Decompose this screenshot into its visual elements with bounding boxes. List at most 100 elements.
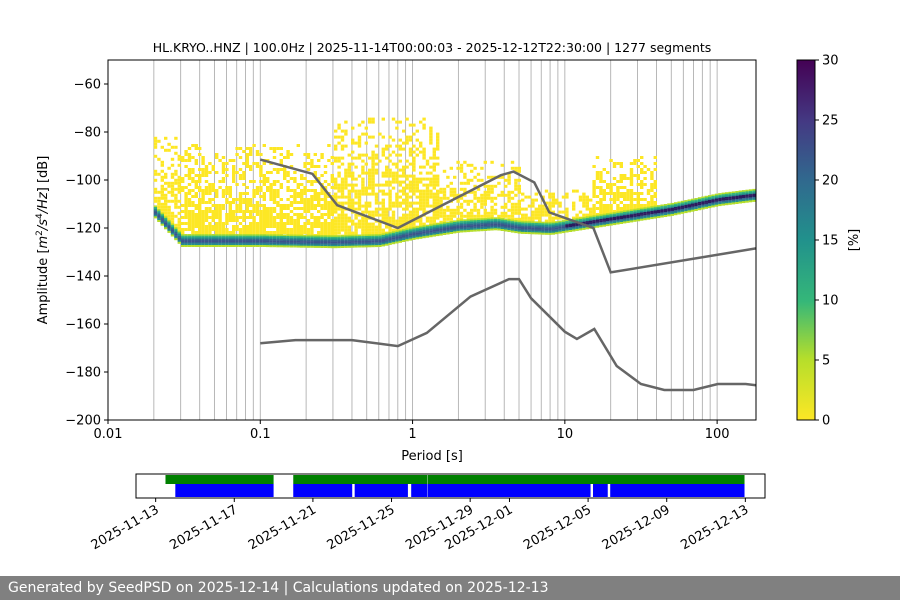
density-band: [640, 217, 644, 220]
density-band: [391, 237, 396, 240]
density-band: [368, 239, 372, 241]
density-cell: [283, 216, 287, 219]
density-cell: [619, 201, 623, 204]
density-band: [510, 226, 515, 228]
density-cell: [548, 192, 552, 196]
density-band: [684, 200, 688, 202]
density-band: [395, 240, 399, 242]
density-cell: [524, 213, 528, 217]
density-cell: [245, 153, 249, 156]
density-cell: [235, 171, 239, 174]
density-band: [538, 226, 542, 229]
density-band: [340, 243, 345, 245]
density-cell: [221, 228, 226, 231]
density-band: [714, 201, 719, 204]
density-cell: [640, 192, 644, 195]
density-band: [742, 194, 746, 197]
density-cell: [585, 204, 589, 208]
density-band: [670, 206, 674, 208]
density-band: [504, 223, 508, 226]
density-band: [364, 237, 368, 240]
density-band: [255, 243, 260, 246]
density-cell: [238, 216, 243, 219]
density-cell: [391, 180, 396, 184]
density-band: [731, 196, 736, 198]
density-band: [555, 232, 559, 235]
density-cell: [595, 156, 600, 159]
density-cell: [388, 207, 392, 211]
density-band: [351, 239, 355, 242]
density-band: [252, 235, 256, 238]
density-cell: [245, 210, 249, 213]
density-cell: [245, 207, 249, 210]
density-cell: [463, 181, 467, 185]
density-band: [442, 223, 447, 226]
density-band: [191, 234, 195, 236]
density-cell: [395, 162, 399, 166]
density-cell: [238, 222, 243, 225]
density-cell: [208, 201, 212, 204]
density-band: [480, 224, 484, 227]
density-cell: [174, 181, 178, 185]
density-band: [187, 240, 192, 243]
density-band: [538, 224, 542, 227]
density-band: [687, 209, 691, 211]
density-band: [446, 229, 450, 232]
density-cell: [337, 207, 341, 211]
density-band: [279, 239, 283, 241]
density-cell: [354, 228, 358, 232]
density-cell: [177, 211, 181, 215]
density-cell: [198, 180, 202, 183]
density-band: [514, 228, 518, 230]
density-cell: [633, 159, 637, 162]
density-cell: [429, 177, 433, 181]
density-cell: [361, 153, 365, 157]
density-cell: [269, 213, 273, 216]
density-cell: [364, 210, 368, 214]
density-band: [466, 219, 470, 221]
density-cell: [405, 216, 409, 220]
density-band: [704, 197, 708, 200]
density-band: [371, 235, 375, 238]
density-cell: [483, 190, 487, 194]
density-cell: [323, 213, 328, 216]
density-cell: [262, 219, 266, 222]
density-cell: [589, 213, 593, 217]
density-band: [419, 230, 423, 233]
density-band: [405, 236, 409, 239]
density-cell: [218, 219, 222, 222]
density-band: [708, 199, 712, 202]
density-band: [646, 217, 651, 220]
density-cell: [340, 207, 345, 211]
density-band: [374, 245, 379, 248]
density-band: [510, 227, 515, 230]
density-band: [490, 227, 494, 229]
density-cell: [286, 189, 290, 192]
density-band: [208, 238, 212, 241]
density-cell: [436, 189, 440, 193]
density-band: [167, 223, 171, 225]
density-cell: [650, 171, 654, 174]
density-band: [711, 197, 715, 200]
density-cell: [374, 213, 379, 217]
density-band: [714, 193, 719, 196]
density-band: [204, 240, 209, 243]
density-cell: [204, 186, 209, 189]
density-cell: [381, 135, 385, 139]
density-cell: [194, 216, 198, 219]
density-cell: [432, 198, 436, 202]
density-cell: [412, 180, 416, 184]
density-cell: [327, 201, 331, 204]
density-cell: [626, 192, 630, 195]
density-cell: [221, 207, 226, 210]
density-band: [487, 227, 491, 230]
density-cell: [381, 231, 385, 235]
density-cell: [361, 228, 365, 232]
density-band: [456, 226, 460, 229]
density-cell: [272, 192, 277, 195]
density-band: [561, 221, 566, 224]
density-band: [568, 230, 572, 232]
y-tick-label: −140: [65, 270, 101, 285]
density-band: [514, 221, 518, 224]
density-band: [555, 229, 559, 231]
